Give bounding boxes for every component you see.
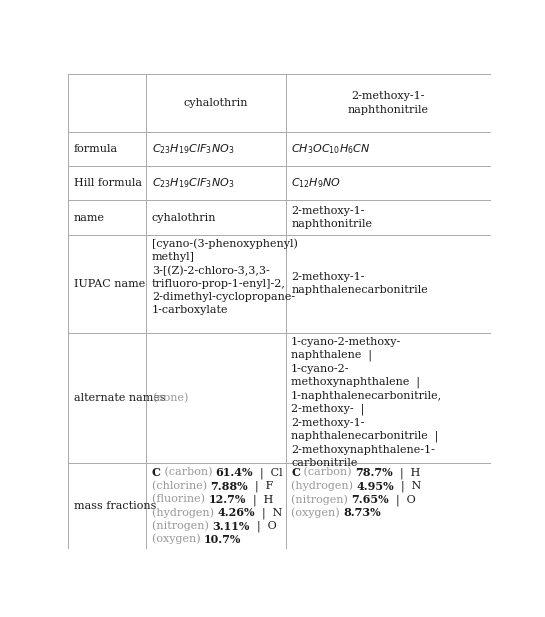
Text: 7.65%: 7.65% [352, 494, 389, 505]
Text: 78.7%: 78.7% [355, 468, 392, 478]
Text: 2-methoxy-1-
naphthonitrile: 2-methoxy-1- naphthonitrile [291, 206, 372, 229]
Text: 7.88%: 7.88% [210, 481, 248, 492]
Text: $C_{23}H_{19}ClF_{3}NO_{3}$: $C_{23}H_{19}ClF_{3}NO_{3}$ [152, 142, 234, 156]
Text: 8.73%: 8.73% [343, 507, 381, 518]
Text: $CH_{3}OC_{10}H_{6}CN$: $CH_{3}OC_{10}H_{6}CN$ [291, 142, 371, 156]
Text: mass fractions: mass fractions [74, 501, 156, 511]
Text: |  O: | O [250, 521, 276, 532]
Text: cyhalothrin: cyhalothrin [152, 212, 216, 223]
Text: name: name [74, 212, 105, 223]
Text: 2-methoxy-1-
naphthonitrile: 2-methoxy-1- naphthonitrile [348, 91, 428, 115]
Text: |  N: | N [255, 507, 282, 519]
Text: |  N: | N [394, 481, 422, 492]
Text: (nitrogen): (nitrogen) [291, 494, 352, 505]
Text: $C_{23}H_{19}ClF_{3}NO_{3}$: $C_{23}H_{19}ClF_{3}NO_{3}$ [152, 176, 234, 190]
Text: |  F: | F [248, 481, 274, 492]
Text: 12.7%: 12.7% [208, 494, 246, 505]
Text: alternate names: alternate names [74, 393, 165, 403]
Text: |  O: | O [389, 494, 416, 505]
Text: 1-cyano-2-methoxy-
naphthalene  |
1-cyano-2-
methoxynaphthalene  |
1-naphthalene: 1-cyano-2-methoxy- naphthalene | 1-cyano… [291, 337, 442, 468]
Text: (none): (none) [152, 392, 188, 403]
Text: [cyano-(3-phenoxyphenyl)
methyl]
3-[(Z)-2-chloro-3,3,3-
trifluoro-prop-1-enyl]-2: [cyano-(3-phenoxyphenyl) methyl] 3-[(Z)-… [152, 238, 298, 315]
Text: IUPAC name: IUPAC name [74, 279, 145, 289]
Text: (oxygen): (oxygen) [291, 507, 343, 518]
Text: $C_{12}H_{9}NO$: $C_{12}H_{9}NO$ [291, 176, 341, 190]
Text: (hydrogen): (hydrogen) [152, 507, 217, 518]
Text: |  H: | H [246, 494, 273, 505]
Text: (fluorine): (fluorine) [152, 494, 208, 504]
Text: Hill formula: Hill formula [74, 178, 142, 188]
Text: (chlorine): (chlorine) [152, 481, 210, 491]
Text: 4.26%: 4.26% [217, 507, 255, 518]
Text: (carbon): (carbon) [300, 468, 355, 478]
Text: C: C [291, 468, 300, 478]
Text: |  Cl: | Cl [253, 468, 283, 479]
Text: 10.7%: 10.7% [204, 534, 241, 545]
Text: 4.95%: 4.95% [356, 481, 394, 492]
Text: (oxygen): (oxygen) [152, 534, 204, 544]
Text: (nitrogen): (nitrogen) [152, 521, 212, 531]
Text: formula: formula [74, 144, 118, 154]
Text: 3.11%: 3.11% [212, 521, 250, 532]
Text: C: C [152, 468, 161, 478]
Text: (carbon): (carbon) [161, 468, 216, 478]
Text: (hydrogen): (hydrogen) [291, 481, 356, 491]
Text: |  H: | H [392, 468, 420, 479]
Text: 61.4%: 61.4% [216, 468, 253, 478]
Text: cyhalothrin: cyhalothrin [184, 98, 248, 108]
Text: 2-methoxy-1-
naphthalenecarbonitrile: 2-methoxy-1- naphthalenecarbonitrile [291, 272, 428, 296]
